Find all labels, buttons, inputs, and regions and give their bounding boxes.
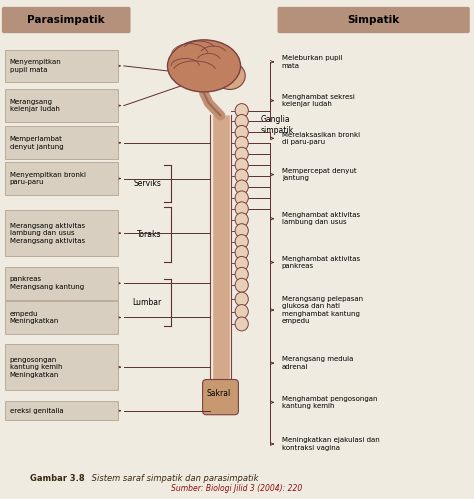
- Text: Menghambat pengosongan
kantung kemih: Menghambat pengosongan kantung kemih: [282, 396, 377, 409]
- Text: Menghambat aktivitas
pankreas: Menghambat aktivitas pankreas: [282, 255, 360, 269]
- Circle shape: [235, 147, 248, 161]
- Text: pengosongan
kantung kemih
Meningkatkan: pengosongan kantung kemih Meningkatkan: [10, 357, 63, 378]
- FancyBboxPatch shape: [5, 401, 118, 420]
- FancyBboxPatch shape: [5, 49, 118, 82]
- Text: Sakral: Sakral: [206, 389, 230, 398]
- Circle shape: [235, 104, 248, 117]
- Circle shape: [235, 256, 248, 270]
- Circle shape: [235, 180, 248, 194]
- FancyBboxPatch shape: [2, 7, 130, 33]
- FancyBboxPatch shape: [5, 301, 118, 334]
- Text: Sistem saraf simpatik dan parasimpatik: Sistem saraf simpatik dan parasimpatik: [89, 474, 258, 483]
- Text: Simpatik: Simpatik: [347, 15, 400, 25]
- Text: Sumber: Biologi Jilid 3 (2004): 220: Sumber: Biologi Jilid 3 (2004): 220: [172, 484, 302, 493]
- FancyBboxPatch shape: [5, 344, 118, 390]
- Circle shape: [235, 292, 248, 306]
- Circle shape: [235, 202, 248, 216]
- Text: Menghambat sekresi
kelenjar ludah: Menghambat sekresi kelenjar ludah: [282, 94, 355, 107]
- FancyBboxPatch shape: [5, 89, 118, 122]
- Text: Meningkatkan ejakulasi dan
kontraksi vagina: Meningkatkan ejakulasi dan kontraksi vag…: [282, 437, 380, 451]
- Text: Mempercepat denyut
jantung: Mempercepat denyut jantung: [282, 168, 356, 181]
- Text: Meleburkan pupil
mata: Meleburkan pupil mata: [282, 55, 342, 69]
- Circle shape: [235, 224, 248, 238]
- Circle shape: [235, 267, 248, 281]
- FancyBboxPatch shape: [5, 126, 118, 159]
- FancyBboxPatch shape: [5, 162, 118, 195]
- Text: Ganglia
simpatik: Ganglia simpatik: [261, 115, 294, 136]
- Text: Merangsang medula
adrenal: Merangsang medula adrenal: [282, 356, 353, 370]
- FancyBboxPatch shape: [5, 210, 118, 256]
- Text: Lumbar: Lumbar: [132, 298, 162, 307]
- Ellipse shape: [215, 62, 245, 89]
- Circle shape: [235, 246, 248, 259]
- Text: Gambar 3.8: Gambar 3.8: [30, 474, 84, 483]
- Text: Menyempitkan bronki
paru-paru: Menyempitkan bronki paru-paru: [10, 172, 86, 185]
- Text: Menyempitkan
pupil mata: Menyempitkan pupil mata: [10, 59, 62, 73]
- Circle shape: [235, 136, 248, 150]
- FancyBboxPatch shape: [277, 7, 470, 33]
- Text: Menghambat aktivitas
lambung dan usus: Menghambat aktivitas lambung dan usus: [282, 212, 360, 226]
- Circle shape: [235, 235, 248, 249]
- Circle shape: [235, 191, 248, 205]
- Text: ereksi genitalia: ereksi genitalia: [10, 408, 64, 414]
- Circle shape: [235, 169, 248, 183]
- Text: empedu
Meningkatkan: empedu Meningkatkan: [10, 311, 59, 324]
- Circle shape: [235, 278, 248, 292]
- FancyBboxPatch shape: [5, 267, 118, 299]
- Text: Memperlambat
denyut jantung: Memperlambat denyut jantung: [10, 136, 64, 150]
- Text: Merangsang
kelenjar ludah: Merangsang kelenjar ludah: [10, 99, 60, 112]
- Circle shape: [235, 125, 248, 139]
- Text: Toraks: Toraks: [137, 230, 162, 239]
- Text: pankreas
Merangsang kantung: pankreas Merangsang kantung: [10, 276, 84, 290]
- Circle shape: [235, 317, 248, 331]
- Circle shape: [235, 213, 248, 227]
- FancyBboxPatch shape: [202, 380, 238, 415]
- Text: Serviks: Serviks: [134, 179, 162, 188]
- Text: Merangsang pelepasan
glukosa dan hati
menghambat kantung
empedu: Merangsang pelepasan glukosa dan hati me…: [282, 296, 363, 324]
- Circle shape: [235, 115, 248, 128]
- Text: Parasimpatik: Parasimpatik: [27, 15, 105, 25]
- Circle shape: [235, 304, 248, 318]
- Text: Merangsang aktivitas
lambung dan usus
Merangsang aktivitas: Merangsang aktivitas lambung dan usus Me…: [10, 223, 85, 244]
- Text: Merelaksasikan bronki
di paru-paru: Merelaksasikan bronki di paru-paru: [282, 132, 360, 145]
- Ellipse shape: [167, 40, 240, 92]
- Circle shape: [235, 158, 248, 172]
